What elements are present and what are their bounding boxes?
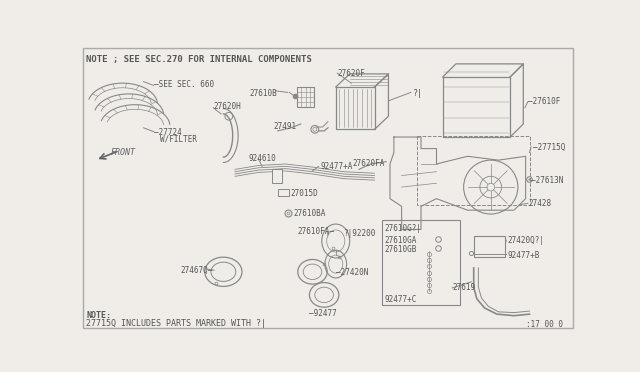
Text: 92477+C: 92477+C bbox=[385, 295, 417, 304]
Text: :17 00 0: :17 00 0 bbox=[525, 320, 563, 329]
Text: ?|92200: ?|92200 bbox=[344, 230, 376, 238]
Text: —27420N: —27420N bbox=[336, 268, 368, 277]
Text: 27610FA—: 27610FA— bbox=[297, 227, 334, 236]
Text: 27619: 27619 bbox=[452, 283, 475, 292]
Text: 92477+B: 92477+B bbox=[508, 251, 540, 260]
Text: 27620FA: 27620FA bbox=[353, 158, 385, 168]
Text: 27620H: 27620H bbox=[213, 102, 241, 111]
Text: W/FILTER: W/FILTER bbox=[160, 135, 197, 144]
Text: 27610GA: 27610GA bbox=[385, 235, 417, 245]
Text: NOTE ; SEE SEC.270 FOR INTERNAL COMPONENTS: NOTE ; SEE SEC.270 FOR INTERNAL COMPONEN… bbox=[86, 55, 312, 64]
Bar bbox=[297, 87, 314, 107]
Text: 27620F: 27620F bbox=[337, 68, 365, 77]
Text: 27610B: 27610B bbox=[249, 89, 276, 97]
Text: 27610GB: 27610GB bbox=[385, 245, 417, 254]
Text: 27428: 27428 bbox=[528, 199, 551, 208]
Bar bbox=[474, 235, 505, 257]
Text: ?|: ?| bbox=[412, 89, 422, 98]
Text: —92477: —92477 bbox=[308, 309, 337, 318]
Text: —27610F: —27610F bbox=[528, 97, 561, 106]
Text: —SEE SEC. 660: —SEE SEC. 660 bbox=[154, 80, 214, 89]
Text: 92477+A: 92477+A bbox=[320, 162, 353, 171]
Text: —27613N: —27613N bbox=[531, 176, 563, 185]
Bar bbox=[417, 135, 529, 205]
Text: 27610G?|: 27610G?| bbox=[385, 224, 422, 233]
Bar bbox=[272, 169, 282, 183]
Text: NOTE:: NOTE: bbox=[86, 311, 111, 320]
Bar bbox=[278, 189, 289, 196]
Text: FRONT: FRONT bbox=[111, 148, 136, 157]
Bar bbox=[382, 220, 460, 305]
Text: 27491: 27491 bbox=[274, 122, 297, 131]
Text: 27610BA: 27610BA bbox=[293, 209, 326, 218]
Text: —27715Q: —27715Q bbox=[532, 143, 565, 152]
Text: 27715Q INCLUDES PARTS MARKED WITH ?|: 27715Q INCLUDES PARTS MARKED WITH ?| bbox=[86, 319, 266, 328]
Text: 27015D: 27015D bbox=[291, 189, 319, 198]
Text: —27724: —27724 bbox=[154, 128, 182, 137]
Text: 924610: 924610 bbox=[249, 154, 276, 163]
Text: 27467Q—: 27467Q— bbox=[180, 266, 213, 275]
Text: 27420Q?|: 27420Q?| bbox=[508, 235, 545, 245]
